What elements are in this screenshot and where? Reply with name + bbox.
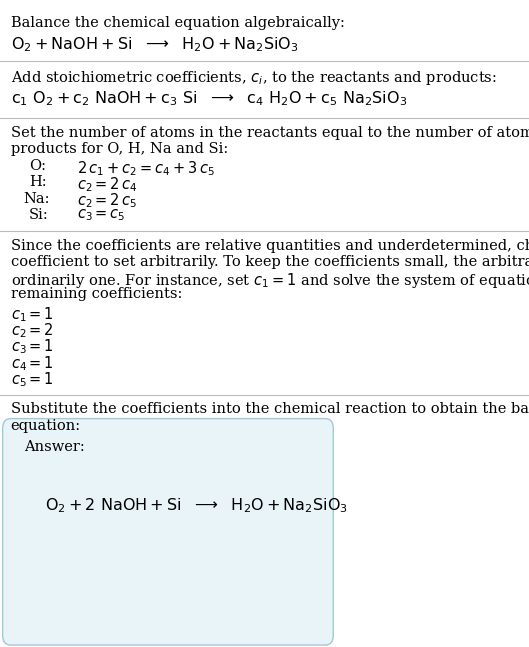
- Text: $c_1 = 1$: $c_1 = 1$: [11, 305, 53, 324]
- Text: $\mathrm{O_2 + NaOH + Si \ \ \longrightarrow \ \ H_2O + Na_2SiO_3}$: $\mathrm{O_2 + NaOH + Si \ \ \longrighta…: [11, 36, 298, 54]
- Text: ordinarily one. For instance, set $c_1 = 1$ and solve the system of equations fo: ordinarily one. For instance, set $c_1 =…: [11, 271, 529, 290]
- Text: $2\,c_1 + c_2 = c_4 + 3\,c_5$: $2\,c_1 + c_2 = c_4 + 3\,c_5$: [77, 159, 215, 178]
- Text: Answer:: Answer:: [24, 440, 85, 454]
- Text: H:: H:: [29, 175, 47, 190]
- Text: $\mathrm{c_1\ O_2 + c_2\ NaOH + c_3\ Si\ \ \longrightarrow \ \ c_4\ H_2O + c_5\ : $\mathrm{c_1\ O_2 + c_2\ NaOH + c_3\ Si\…: [11, 89, 407, 108]
- Text: remaining coefficients:: remaining coefficients:: [11, 287, 182, 302]
- Text: Since the coefficients are relative quantities and underdetermined, choose a: Since the coefficients are relative quan…: [11, 239, 529, 253]
- Text: Set the number of atoms in the reactants equal to the number of atoms in the: Set the number of atoms in the reactants…: [11, 126, 529, 140]
- Text: $c_3 = 1$: $c_3 = 1$: [11, 338, 53, 356]
- Text: equation:: equation:: [11, 419, 81, 433]
- Text: $\mathrm{O_2 + 2\ NaOH + Si \ \ \longrightarrow \ \ H_2O + Na_2SiO_3}$: $\mathrm{O_2 + 2\ NaOH + Si \ \ \longrig…: [45, 496, 348, 515]
- Text: coefficient to set arbitrarily. To keep the coefficients small, the arbitrary va: coefficient to set arbitrarily. To keep …: [11, 255, 529, 269]
- Text: Balance the chemical equation algebraically:: Balance the chemical equation algebraica…: [11, 16, 344, 30]
- Text: $c_2 = 2$: $c_2 = 2$: [11, 322, 53, 340]
- FancyBboxPatch shape: [3, 419, 333, 645]
- Text: $c_5 = 1$: $c_5 = 1$: [11, 370, 53, 389]
- Text: $c_4 = 1$: $c_4 = 1$: [11, 354, 53, 373]
- Text: $c_2 = 2\,c_5$: $c_2 = 2\,c_5$: [77, 192, 137, 210]
- Text: Add stoichiometric coefficients, $c_i$, to the reactants and products:: Add stoichiometric coefficients, $c_i$, …: [11, 69, 496, 87]
- Text: $c_3 = c_5$: $c_3 = c_5$: [77, 208, 125, 223]
- Text: Na:: Na:: [24, 192, 50, 206]
- Text: $c_2 = 2\,c_4$: $c_2 = 2\,c_4$: [77, 175, 138, 194]
- Text: products for O, H, Na and Si:: products for O, H, Na and Si:: [11, 142, 228, 156]
- Text: O:: O:: [29, 159, 46, 173]
- Text: Si:: Si:: [29, 208, 49, 222]
- Text: Substitute the coefficients into the chemical reaction to obtain the balanced: Substitute the coefficients into the che…: [11, 402, 529, 417]
